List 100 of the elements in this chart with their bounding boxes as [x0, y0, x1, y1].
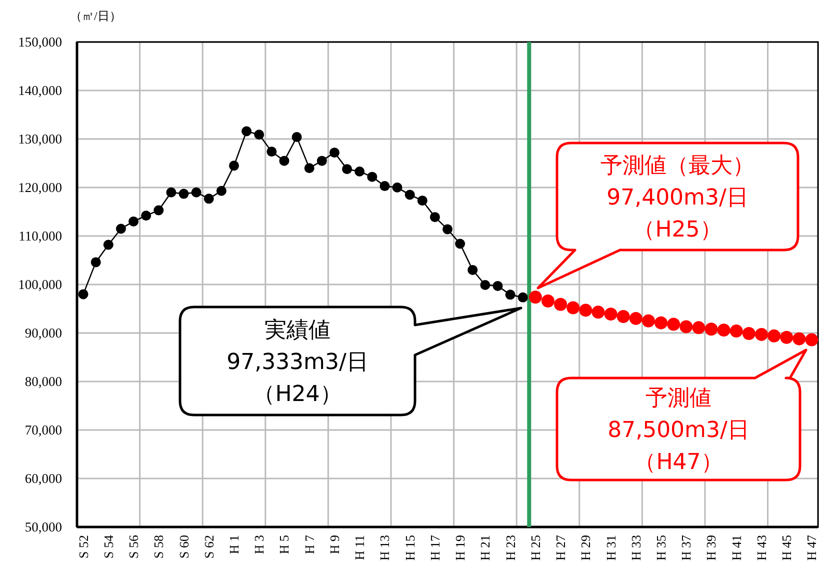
- point: [480, 280, 490, 290]
- x-tick-label: S 54: [100, 534, 116, 558]
- x-tick-label: H 27: [553, 534, 568, 561]
- point: [616, 310, 630, 324]
- point: [492, 280, 503, 291]
- y-tick-label: 80,000: [24, 374, 62, 389]
- point: [654, 316, 668, 330]
- point: [141, 210, 152, 221]
- point: [78, 289, 88, 300]
- point: [354, 166, 365, 176]
- y-tick-label: 90,000: [24, 326, 62, 340]
- y-tick-label: 70,000: [24, 422, 62, 438]
- point: [730, 324, 743, 338]
- point: [178, 188, 189, 199]
- point: [768, 329, 781, 342]
- point: [680, 320, 693, 334]
- point: [805, 333, 818, 346]
- point: [216, 186, 226, 196]
- annotation: 実績値97,333m3/日（H24）: [226, 318, 368, 407]
- point: [154, 205, 164, 216]
- point: [404, 190, 415, 200]
- y-tick-label: 140,000: [18, 83, 62, 98]
- point: [254, 130, 264, 140]
- point: [579, 304, 592, 317]
- point: [704, 322, 718, 336]
- point: [780, 330, 794, 344]
- point: [554, 298, 568, 311]
- x-tick-label: H 23: [502, 535, 518, 561]
- point: [367, 172, 378, 182]
- x-tick-label: S 58: [151, 535, 166, 558]
- x-tick-label: S 56: [126, 534, 142, 558]
- point: [792, 332, 806, 346]
- point: [304, 163, 314, 174]
- y-tick-label: 100,000: [18, 277, 62, 292]
- x-tick-label: H 45: [779, 535, 794, 561]
- x-tick-label: H 31: [603, 535, 618, 561]
- point: [667, 318, 680, 331]
- x-tick-label: H 3: [252, 535, 267, 554]
- point: [116, 224, 126, 234]
- point: [279, 156, 290, 166]
- point: [266, 146, 277, 157]
- y-tick-label: 150,000: [18, 34, 62, 50]
- point: [430, 212, 440, 222]
- y-tick-label: 120,000: [18, 180, 62, 195]
- point: [228, 160, 239, 171]
- point: [717, 324, 730, 337]
- point: [442, 224, 452, 234]
- x-tick-label: H 5: [276, 535, 292, 554]
- y-tick-label: 130,000: [18, 132, 62, 146]
- point: [242, 126, 252, 136]
- x-tick-label: H 1: [226, 535, 242, 554]
- y-axis-title: （㎥/日）: [70, 9, 122, 23]
- x-tick-label: H 15: [402, 535, 418, 561]
- point: [742, 326, 756, 340]
- y-tick-label: 110,000: [18, 228, 62, 244]
- point: [191, 187, 202, 198]
- x-tick-label: H 19: [452, 535, 468, 561]
- point: [518, 292, 528, 302]
- point: [642, 314, 655, 328]
- point: [316, 156, 327, 166]
- point: [380, 181, 390, 192]
- point: [103, 240, 114, 250]
- point: [329, 148, 340, 158]
- point: [128, 216, 139, 226]
- point: [292, 132, 302, 142]
- x-tick-label: S 62: [201, 535, 216, 558]
- point: [692, 321, 706, 334]
- point: [592, 306, 605, 319]
- x-tick-label: H 33: [628, 535, 644, 561]
- x-tick-label: H 7: [302, 534, 317, 554]
- x-tick-label: H 17: [427, 534, 442, 561]
- point: [505, 290, 516, 300]
- x-tick-label: H 37: [678, 534, 694, 561]
- x-tick-label: H 47: [804, 534, 819, 561]
- x-tick-label: S 60: [176, 535, 192, 558]
- annotation: 予測値（最大）97,400m3/日（H25）: [600, 154, 754, 242]
- x-tick-label: H 11: [352, 535, 368, 560]
- point: [468, 264, 478, 275]
- y-tick-label: 50,000: [24, 520, 62, 534]
- point: [392, 182, 402, 192]
- point: [455, 238, 466, 249]
- point: [541, 294, 554, 308]
- point: [204, 194, 214, 204]
- x-tick-label: H 43: [754, 535, 769, 561]
- x-tick-label: H 29: [578, 535, 594, 561]
- x-tick-label: H 21: [478, 535, 493, 561]
- annotation: 予測値87,500m3/日（H47）: [608, 386, 750, 475]
- point: [342, 164, 352, 174]
- x-tick-label: H 9: [326, 535, 342, 554]
- x-tick-label: H 13: [377, 535, 392, 561]
- point: [90, 257, 101, 268]
- x-tick-label: S 52: [76, 535, 91, 558]
- point: [754, 328, 768, 341]
- x-tick-label: H 39: [704, 535, 719, 561]
- point: [629, 312, 642, 325]
- point: [604, 308, 618, 321]
- point: [166, 187, 176, 198]
- y-tick-label: 60,000: [24, 471, 62, 486]
- x-tick-label: H 41: [728, 535, 744, 561]
- point: [528, 290, 542, 304]
